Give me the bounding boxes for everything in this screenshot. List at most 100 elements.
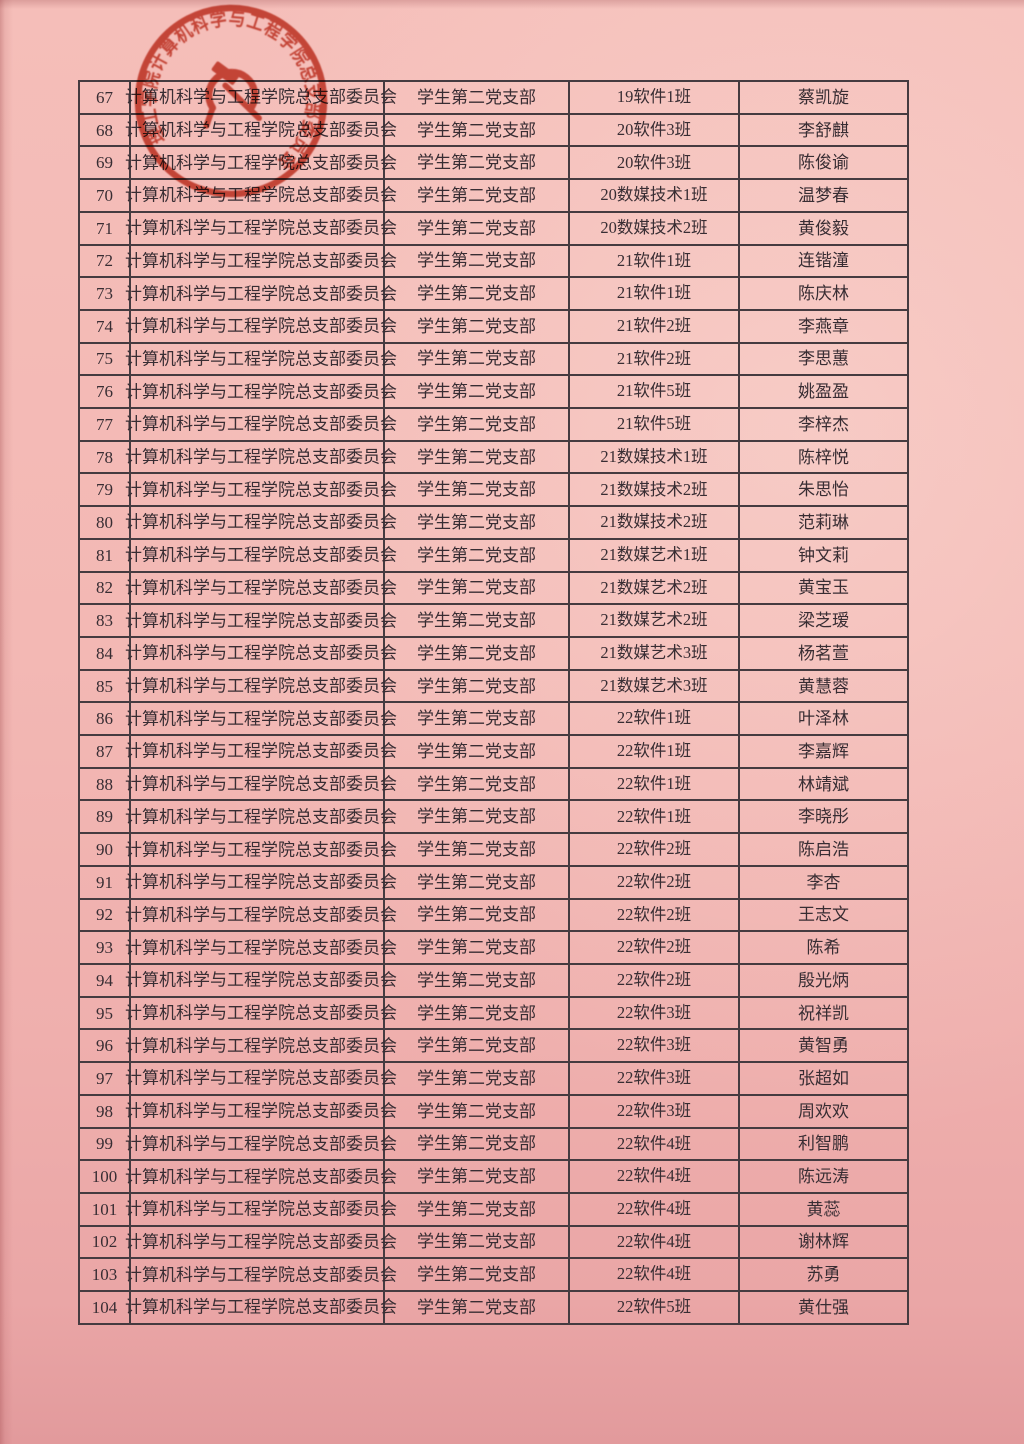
row-number-cell: 69 [96,153,113,173]
row-number-cell: 71 [96,218,113,238]
name-cell: 陈希 [738,932,907,963]
row-number-cell: 89 [96,807,113,827]
committee-cell: 计算机科学与工程学院总支部委员会 [125,572,397,604]
row-number-cell: 88 [96,774,113,794]
name-cell: 李晓彤 [738,801,907,833]
committee-cell: 计算机科学与工程学院总支部委员会 [125,768,397,800]
branch-cell: 学生第二党支部 [383,572,568,604]
branch-cell: 学生第二党支部 [383,605,568,636]
class-cell: 21数媒艺术3班 [568,637,738,669]
class-cell: 22软件1班 [568,768,738,800]
name-cell: 李舒麒 [738,114,907,146]
table-row: 75 计算机科学与工程学院总支部委员会 学生第二党支部 21软件2班 李思蕙 [80,341,907,375]
committee-cell: 计算机科学与工程学院总支部委员会 [125,1226,397,1258]
committee-cell: 计算机科学与工程学院总支部委员会 [125,703,397,735]
branch-cell: 学生第二党支部 [383,82,568,113]
branch-cell: 学生第二党支部 [383,114,568,146]
class-cell: 20软件3班 [568,147,738,179]
row-number-cell: 86 [96,709,113,729]
row-number-cell: 96 [96,1036,113,1056]
row-number-cell: 99 [96,1134,113,1154]
row-number-cell: 104 [91,1297,118,1317]
committee-cell: 计算机科学与工程学院总支部委员会 [125,441,397,473]
row-number-cell: 74 [96,316,113,336]
name-cell: 谢林辉 [738,1226,907,1258]
branch-cell: 学生第二党支部 [383,1095,568,1127]
row-number-cell: 93 [96,938,113,958]
table-row: 87 计算机科学与工程学院总支部委员会 学生第二党支部 22软件1班 李嘉辉 [80,734,907,767]
branch-cell: 学生第二党支部 [383,899,568,931]
committee-cell: 计算机科学与工程学院总支部委员会 [125,997,397,1029]
branch-cell: 学生第二党支部 [383,768,568,800]
table-row: 69 计算机科学与工程学院总支部委员会 学生第二党支部 20软件3班 陈俊谕 [80,145,907,179]
table-row: 99 计算机科学与工程学院总支部委员会 学生第二党支部 22软件4班 利智鹏 [80,1126,907,1160]
class-cell: 21数媒艺术2班 [568,572,738,604]
table-row: 81 计算机科学与工程学院总支部委员会 学生第二党支部 21数媒艺术1班 钟文莉 [80,537,907,571]
row-number-cell: 103 [91,1265,118,1285]
name-cell: 梁芝瑷 [738,605,907,636]
name-cell: 陈启浩 [738,834,907,865]
table-row: 95 计算机科学与工程学院总支部委员会 学生第二党支部 22软件3班 祝祥凯 [80,995,907,1029]
table-row: 93 计算机科学与工程学院总支部委员会 学生第二党支部 22软件2班 陈希 [80,930,907,963]
name-cell: 李思蕙 [738,343,907,375]
row-number-cell: 73 [96,284,113,304]
row-number-cell: 76 [96,382,113,402]
name-cell: 陈俊谕 [738,147,907,179]
branch-cell: 学生第二党支部 [383,1259,568,1291]
row-number-cell: 83 [96,611,113,631]
row-number-cell: 91 [96,872,113,892]
branch-cell: 学生第二党支部 [383,997,568,1029]
committee-cell: 计算机科学与工程学院总支部委员会 [125,245,397,277]
committee-cell: 计算机科学与工程学院总支部委员会 [125,605,397,636]
committee-cell: 计算机科学与工程学院总支部委员会 [125,278,397,309]
class-cell: 19软件1班 [568,82,738,113]
branch-cell: 学生第二党支部 [383,212,568,244]
branch-cell: 学生第二党支部 [383,736,568,767]
name-cell: 温梦春 [738,180,907,211]
class-cell: 21软件5班 [568,409,738,440]
name-cell: 朱思怡 [738,474,907,506]
committee-cell: 计算机科学与工程学院总支部委员会 [125,1161,397,1192]
committee-cell: 计算机科学与工程学院总支部委员会 [125,539,397,571]
official-seal-stamp: 理工学院计算机科学与工程学院总支部委员会 [127,0,332,198]
name-cell: 杨茗萱 [738,637,907,669]
table-row: 82 计算机科学与工程学院总支部委员会 学生第二党支部 21数媒艺术2班 黄宝玉 [80,570,907,604]
name-cell: 黄仕强 [738,1292,907,1323]
branch-cell: 学生第二党支部 [383,180,568,211]
name-cell: 林靖斌 [738,768,907,800]
class-cell: 20数媒技术2班 [568,212,738,244]
table-row: 92 计算机科学与工程学院总支部委员会 学生第二党支部 22软件2班 王志文 [80,897,907,931]
class-cell: 21软件2班 [568,310,738,342]
committee-cell: 计算机科学与工程学院总支部委员会 [125,343,397,375]
row-number-cell: 97 [96,1068,113,1088]
row-number-cell: 90 [96,840,113,860]
branch-cell: 学生第二党支部 [383,1128,568,1160]
class-cell: 21数媒艺术3班 [568,670,738,702]
committee-cell: 计算机科学与工程学院总支部委员会 [125,1063,397,1094]
name-cell: 李燕章 [738,310,907,342]
roster-table-body: 67 计算机科学与工程学院总支部委员会 学生第二党支部 19软件1班 蔡凯旋 6… [80,82,907,1323]
class-cell: 22软件4班 [568,1193,738,1225]
class-cell: 22软件2班 [568,899,738,931]
name-cell: 蔡凯旋 [738,82,907,113]
committee-cell: 计算机科学与工程学院总支部委员会 [125,507,397,538]
branch-cell: 学生第二党支部 [383,1161,568,1192]
name-cell: 苏勇 [738,1259,907,1291]
row-number-cell: 78 [96,447,113,467]
row-number-cell: 94 [96,970,113,990]
table-row: 94 计算机科学与工程学院总支部委员会 学生第二党支部 22软件2班 殷光炳 [80,962,907,996]
row-number-cell: 102 [91,1232,118,1252]
branch-cell: 学生第二党支部 [383,409,568,440]
branch-cell: 学生第二党支部 [383,703,568,735]
name-cell: 姚盈盈 [738,376,907,408]
committee-cell: 计算机科学与工程学院总支部委员会 [125,1292,397,1323]
branch-cell: 学生第二党支部 [383,441,568,473]
class-cell: 22软件2班 [568,866,738,898]
branch-cell: 学生第二党支部 [383,1292,568,1323]
row-number-cell: 68 [96,120,113,140]
table-row: 76 计算机科学与工程学院总支部委员会 学生第二党支部 21软件5班 姚盈盈 [80,374,907,408]
class-cell: 22软件5班 [568,1292,738,1323]
name-cell: 李梓杰 [738,409,907,440]
committee-cell: 计算机科学与工程学院总支部委员会 [125,801,397,833]
committee-cell: 计算机科学与工程学院总支部委员会 [125,212,397,244]
